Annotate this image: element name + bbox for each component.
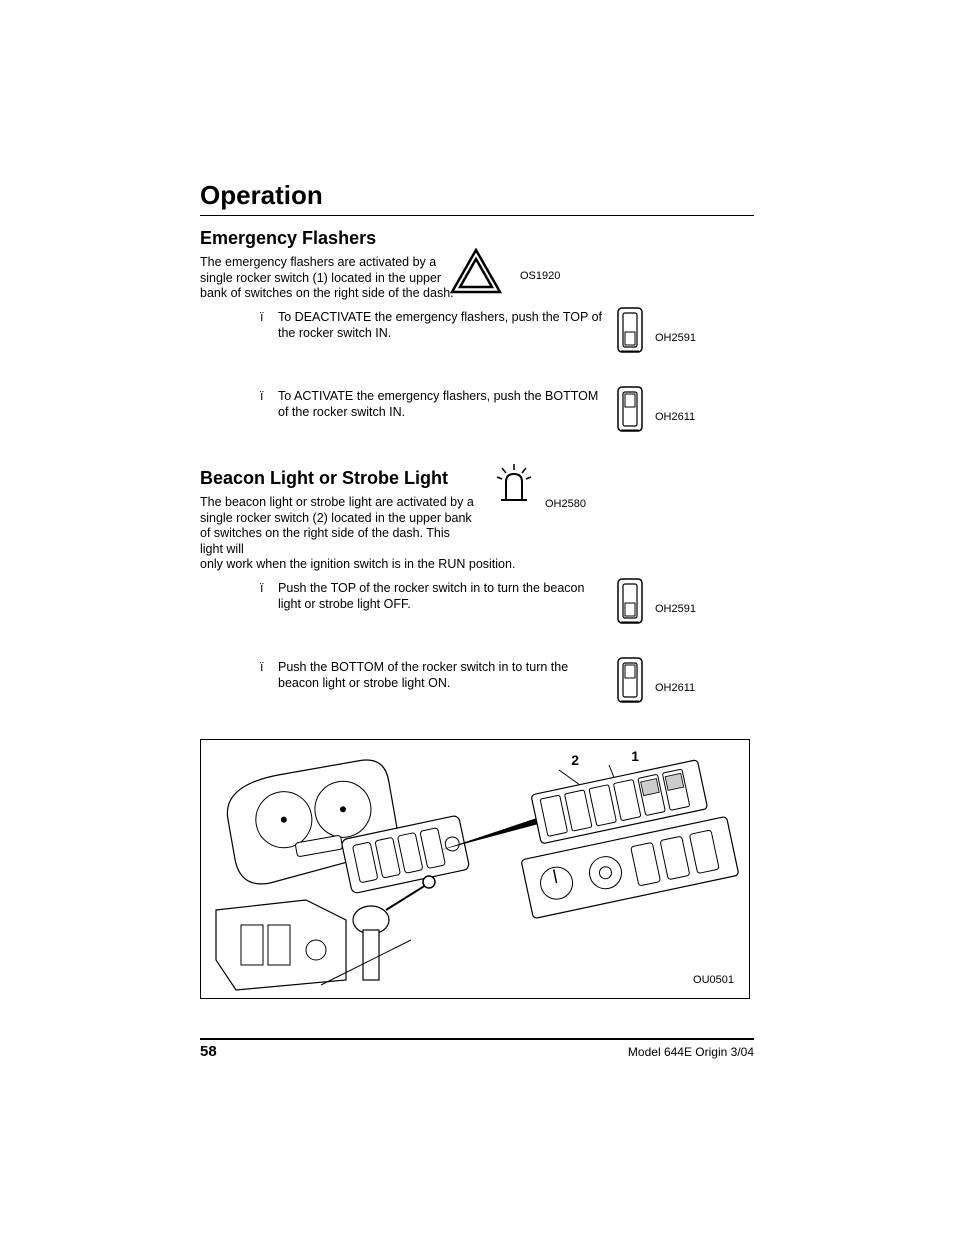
- bullet-marker: ï: [260, 310, 263, 324]
- list-item: ï To DEACTIVATE the emergency flashers, …: [260, 310, 754, 365]
- beacon-intro-text-b: only work when the ignition switch is in…: [200, 557, 600, 573]
- list-item: ï Push the TOP of the rocker switch in t…: [260, 581, 754, 636]
- beacon-bullet-list: ï Push the TOP of the rocker switch in t…: [260, 581, 754, 715]
- bullet-marker: ï: [260, 660, 263, 674]
- rocker-switch-bottom-icon: [615, 384, 645, 439]
- bullet-text: To ACTIVATE the emergency flashers, push…: [278, 389, 608, 420]
- bullet-marker: ï: [260, 389, 263, 403]
- beacon-light-section: Beacon Light or Strobe Light OH2580 The …: [200, 468, 754, 715]
- figure-ref: OH2591: [655, 332, 696, 344]
- callout-label-2: 2: [571, 752, 579, 768]
- bullet-marker: ï: [260, 581, 263, 595]
- list-item: ï To ACTIVATE the emergency flashers, pu…: [260, 389, 754, 444]
- page-number: 58: [200, 1043, 217, 1060]
- page-footer: 58 Model 644E Origin 3/04: [200, 1043, 754, 1060]
- flashers-intro-text: The emergency flashers are activated by …: [200, 255, 455, 302]
- page: Operation Emergency Flashers The emergen…: [0, 0, 954, 1235]
- bullet-text: Push the BOTTOM of the rocker switch in …: [278, 660, 608, 691]
- model-info: Model 644E Origin 3/04: [628, 1045, 754, 1059]
- figure-ref: OU0501: [693, 974, 734, 986]
- section-heading-beacon: Beacon Light or Strobe Light: [200, 468, 754, 489]
- figure-ref: OH2580: [545, 498, 586, 510]
- figure-ref: OH2591: [655, 603, 696, 615]
- dashboard-illustration: 1 2 OU0501: [200, 739, 750, 999]
- rocker-switch-top-icon: [615, 576, 645, 631]
- emergency-flashers-section: Emergency Flashers The emergency flasher…: [200, 228, 754, 444]
- footer-rule: [200, 1038, 754, 1040]
- rocker-switch-top-icon: [615, 305, 645, 360]
- figure-ref: OH2611: [655, 682, 695, 694]
- beacon-intro-text-a: The beacon light or strobe light are act…: [200, 495, 475, 558]
- rocker-switch-bottom-icon: [615, 655, 645, 710]
- bullet-text: To DEACTIVATE the emergency flashers, pu…: [278, 310, 608, 341]
- callout-label-1: 1: [631, 748, 639, 764]
- figure-ref: OS1920: [520, 270, 560, 282]
- page-title: Operation: [200, 180, 754, 216]
- section-heading-flashers: Emergency Flashers: [200, 228, 754, 249]
- figure-ref: OH2611: [655, 411, 695, 423]
- beacon-light-icon: [490, 460, 538, 513]
- list-item: ï Push the BOTTOM of the rocker switch i…: [260, 660, 754, 715]
- flashers-bullet-list: ï To DEACTIVATE the emergency flashers, …: [260, 310, 754, 444]
- dashboard-svg: [201, 740, 751, 1000]
- bullet-text: Push the TOP of the rocker switch in to …: [278, 581, 608, 612]
- warning-triangle-icon: [450, 248, 502, 299]
